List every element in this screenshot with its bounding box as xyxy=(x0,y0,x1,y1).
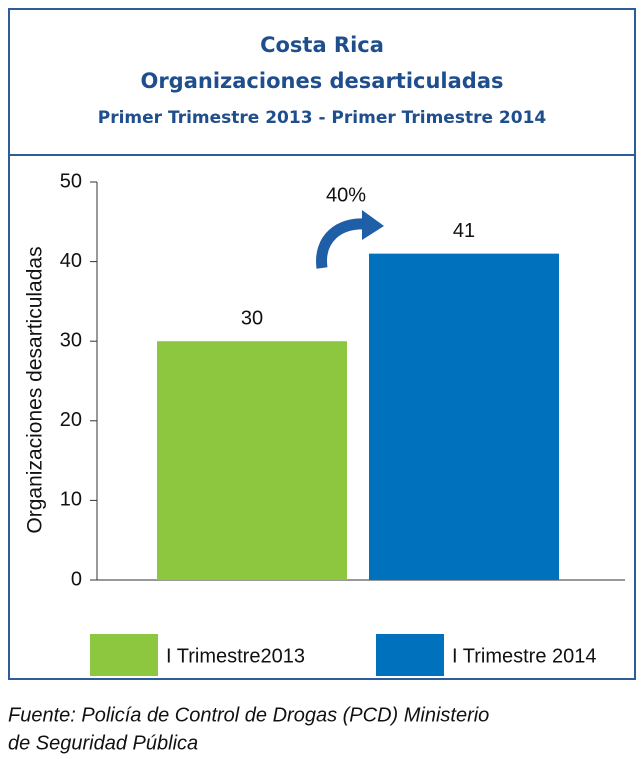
data-label: 41 xyxy=(453,220,475,242)
legend-swatch xyxy=(376,634,444,676)
annotation: 40% xyxy=(326,184,366,206)
bar xyxy=(369,253,559,580)
frame xyxy=(8,8,636,680)
growth-arrow-head xyxy=(362,210,384,240)
source-line-1: Fuente: Policía de Control de Drogas (PC… xyxy=(8,704,489,726)
legend-label: I Trimestre2013 xyxy=(166,645,305,667)
growth-arrow xyxy=(316,218,367,269)
y-tick-label: 10 xyxy=(60,489,82,511)
chart-period: Primer Trimestre 2013 - Primer Trimestre… xyxy=(98,108,547,128)
legend-swatch xyxy=(90,634,158,676)
chart-subtitle: Organizaciones desarticuladas xyxy=(140,69,503,93)
y-tick-label: 50 xyxy=(60,170,82,192)
y-axis-label: Organizaciones desarticuladas xyxy=(24,246,47,533)
bar xyxy=(157,341,347,580)
y-tick-label: 40 xyxy=(60,250,82,272)
data-label: 30 xyxy=(241,307,263,329)
y-tick-label: 0 xyxy=(71,568,82,590)
legend-label: I Trimestre 2014 xyxy=(452,645,597,667)
y-tick-label: 20 xyxy=(60,409,82,431)
source-line-2: de Seguridad Pública xyxy=(8,732,198,754)
chart-title: Costa Rica xyxy=(260,33,384,57)
y-tick-label: 30 xyxy=(60,329,82,351)
